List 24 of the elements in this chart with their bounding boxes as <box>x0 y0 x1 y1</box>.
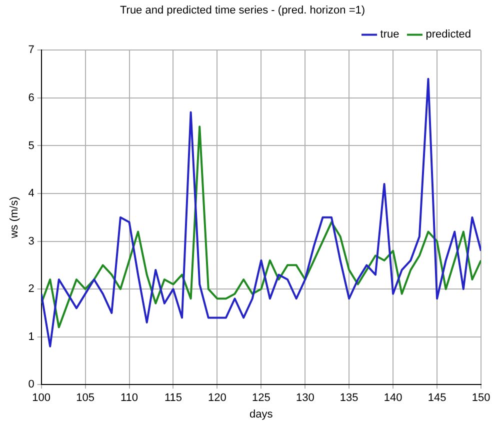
x-tick-label: 120 <box>208 392 226 404</box>
legend-label: true <box>380 28 400 41</box>
y-tick-label: 0 <box>28 378 34 391</box>
y-tick-label: 5 <box>28 140 34 152</box>
x-axis-title: days <box>250 408 274 420</box>
chart-title: True and predicted time series - (pred. horizon =1) <box>120 4 366 17</box>
y-tick-label: 6 <box>28 92 34 104</box>
y-tick-label: 2 <box>28 283 34 296</box>
x-tick-label: 110 <box>120 392 138 404</box>
x-tick-label: 125 <box>252 392 270 404</box>
x-tick-label: 130 <box>296 392 314 404</box>
legend-label: predicted <box>426 28 472 41</box>
x-tick-label: 150 <box>472 392 490 404</box>
y-tick-label: 7 <box>28 44 34 56</box>
x-tick-label: 105 <box>76 392 94 404</box>
y-tick-label: 1 <box>28 330 34 343</box>
x-tick-label: 100 <box>32 392 50 404</box>
x-tick-label: 115 <box>164 392 182 404</box>
x-tick-label: 140 <box>384 392 402 404</box>
x-tick-label: 135 <box>340 392 358 404</box>
y-tick-label: 3 <box>28 235 34 248</box>
y-tick-label: 4 <box>28 188 34 200</box>
x-tick-label: 145 <box>428 392 446 404</box>
y-axis-title: ws (m/s) <box>8 196 21 240</box>
